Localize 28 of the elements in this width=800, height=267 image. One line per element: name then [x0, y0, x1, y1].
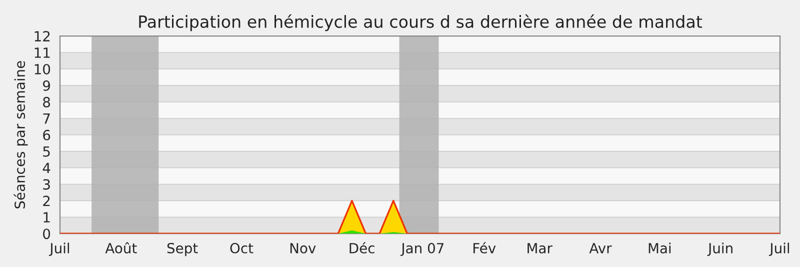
y-tick-label: 5 [43, 146, 50, 157]
x-tick-label: Août [105, 242, 137, 254]
y-axis-title: Séances par semaine [14, 61, 28, 208]
y-tick-label: 4 [42, 162, 50, 174]
y-tick-label: 7 [43, 114, 50, 124]
y-tick-label: 6 [43, 130, 50, 140]
x-tick-label: Sept [167, 242, 198, 256]
x-tick-label: Avr [589, 243, 612, 254]
x-tick-label: Mai [648, 242, 671, 254]
y-tick-label: 12 [34, 31, 50, 42]
x-tick-label: Juil [48, 242, 70, 256]
x-tick-label: Jan 07 [400, 242, 444, 256]
x-tick-label: Juin [707, 242, 732, 256]
x-tick-label: Déc [350, 242, 374, 254]
chart-title: Participation en hémicycle au cours d sa dernière année de mandat [139, 14, 702, 32]
y-tick-label: 0 [43, 228, 50, 240]
y-tick-label: 8 [43, 96, 50, 108]
x-tick-label: Fév [473, 242, 496, 254]
y-tick-label: 9 [43, 80, 50, 91]
x-tick-label: Juil [768, 242, 790, 256]
y-tick-label: 1 [44, 212, 50, 222]
x-tick-label: Oct [230, 242, 254, 254]
x-tick-label: Mar [528, 243, 552, 254]
y-tick-label: 11 [34, 48, 50, 58]
y-tick-label: 3 [43, 179, 50, 190]
x-tick-label: Nov [290, 243, 316, 254]
y-tick-label: 10 [34, 64, 50, 74]
y-tick-label: 2 [43, 196, 50, 206]
